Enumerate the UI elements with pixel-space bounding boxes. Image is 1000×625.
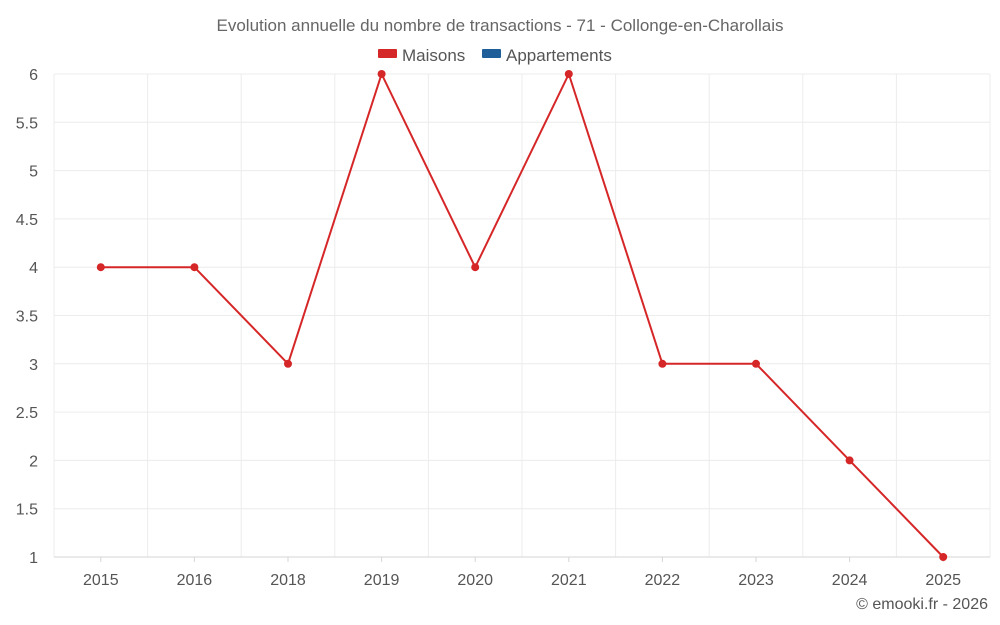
y-tick-label: 6	[29, 67, 38, 84]
x-tick-label: 2019	[364, 572, 400, 589]
x-tick-label: 2020	[457, 572, 493, 589]
legend-item-maisons[interactable]: Maisons	[378, 46, 465, 65]
x-tick-label: 2016	[177, 572, 213, 589]
y-tick-label: 3	[29, 357, 38, 374]
x-tick-label: 2018	[270, 572, 306, 589]
x-tick-label: 2025	[925, 572, 961, 589]
y-tick-label: 3.5	[16, 309, 38, 326]
x-tick-label: 2015	[83, 572, 119, 589]
x-tick-label: 2021	[551, 572, 587, 589]
legend-item-appartements[interactable]: Appartements	[482, 46, 612, 65]
legend-label-maisons: Maisons	[402, 46, 465, 65]
x-axis: 2015 2016 2018 2019 2020 2021 2022 2023 2024 2025	[54, 556, 990, 589]
grid	[53, 73, 991, 557]
credit-text: © emooki.fr - 2026	[856, 596, 988, 613]
legend: Maisons Appartements	[378, 46, 612, 65]
legend-label-appartements: Appartements	[506, 46, 612, 65]
y-tick-label: 5.5	[16, 115, 38, 132]
x-tick-label: 2023	[738, 572, 774, 589]
y-tick-label: 2.5	[16, 405, 38, 422]
data-point-maisons[interactable]	[752, 359, 760, 368]
y-axis: 1 1.5 2 2.5 3 3.5 4 4.5 5 5.5 6	[16, 67, 38, 567]
chart-title: Evolution annuelle du nombre de transact…	[217, 16, 784, 35]
y-tick-label: 4.5	[16, 212, 38, 229]
x-tick-label: 2024	[832, 572, 868, 589]
data-point-maisons[interactable]	[564, 70, 573, 78]
legend-swatch-appartements	[482, 49, 501, 58]
series-maisons	[96, 70, 948, 561]
data-point-maisons[interactable]	[96, 263, 105, 272]
series-line-maisons	[100, 73, 944, 558]
data-point-maisons[interactable]	[939, 553, 948, 561]
data-point-maisons[interactable]	[190, 263, 199, 272]
x-tick-label: 2022	[645, 572, 681, 589]
data-point-maisons[interactable]	[845, 456, 854, 465]
y-tick-label: 1	[29, 550, 38, 567]
data-point-maisons[interactable]	[471, 263, 480, 272]
data-point-maisons[interactable]	[658, 359, 667, 368]
data-point-maisons[interactable]	[284, 359, 292, 368]
data-point-maisons[interactable]	[377, 70, 386, 78]
y-tick-label: 5	[29, 164, 38, 181]
y-tick-label: 1.5	[16, 502, 38, 519]
legend-swatch-maisons	[378, 49, 397, 58]
y-tick-label: 2	[29, 453, 38, 470]
y-tick-label: 4	[29, 260, 38, 277]
